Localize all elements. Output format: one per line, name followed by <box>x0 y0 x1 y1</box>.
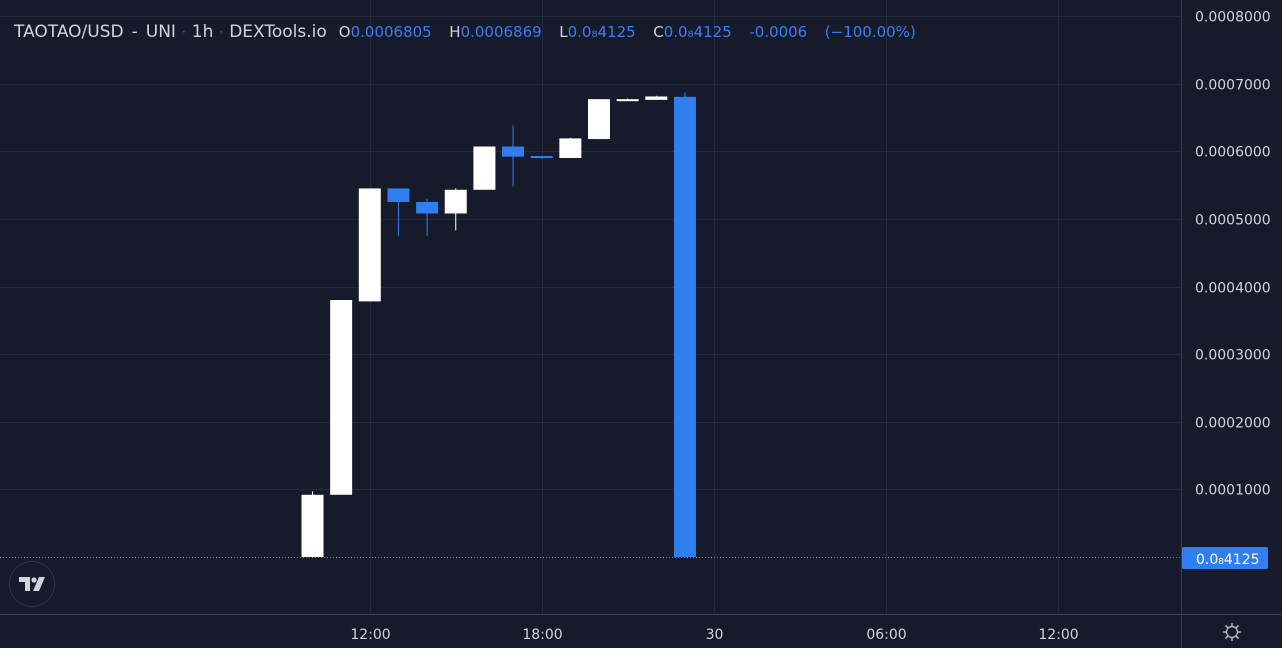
price-tick-label: 0.0004000 <box>1195 281 1271 297</box>
price-tick-label: 0.0003000 <box>1195 348 1271 364</box>
candle-body <box>530 155 553 159</box>
close-value: 0.0₈4125 <box>663 23 732 41</box>
close-key: C <box>653 23 664 41</box>
candle[interactable] <box>416 198 439 236</box>
price-tick-label: 0.0008000 <box>1195 10 1271 26</box>
candle-body <box>645 96 668 100</box>
candle[interactable] <box>645 95 668 100</box>
dash: - <box>131 22 138 42</box>
open-value: 0.0006805 <box>350 23 432 41</box>
price-tick-label: 0.0001000 <box>1195 483 1271 499</box>
interval-label[interactable]: 1h <box>191 22 214 42</box>
candle-body <box>673 96 696 557</box>
candle[interactable] <box>616 98 639 102</box>
candle-body <box>330 300 353 495</box>
high-value: 0.0006869 <box>460 23 542 41</box>
time-tick-label: 12:00 <box>1038 627 1078 643</box>
candle[interactable] <box>301 491 324 557</box>
candle-body <box>358 188 381 302</box>
candle[interactable] <box>673 92 696 557</box>
candle-body <box>502 146 525 157</box>
last-price-badge: 0.0₈4125 <box>1182 547 1268 569</box>
symbol-label[interactable]: TAOTAO/USD <box>14 22 124 42</box>
separator-dot: · <box>219 25 224 39</box>
candle-body <box>616 99 639 102</box>
candle[interactable] <box>473 146 496 190</box>
last-price-label: 0.0₈4125 <box>1196 552 1260 568</box>
high-key: H <box>449 23 461 41</box>
open-key: O <box>338 23 351 41</box>
low-value: 0.0₈4125 <box>567 23 636 41</box>
exchange-label[interactable]: UNI <box>145 22 176 42</box>
candles-group <box>301 92 696 557</box>
candle-body <box>559 138 582 159</box>
price-axis[interactable]: 0.0008000 0.0007000 0.0006000 0.0005000 0.00… <box>1195 10 1271 499</box>
candle[interactable] <box>444 188 467 231</box>
time-axis[interactable]: 12:00 18:00 30 06:00 12:00 <box>350 627 1078 643</box>
gear-icon[interactable] <box>1222 622 1242 642</box>
change-percent: (−100.00%) <box>824 23 916 41</box>
last-price-badge-bg <box>1182 547 1268 569</box>
candle[interactable] <box>358 188 381 302</box>
provider-label: DEXTools.io <box>229 22 327 42</box>
grid-lines <box>0 0 1181 614</box>
time-tick-label: 18:00 <box>522 627 562 643</box>
candle[interactable] <box>588 99 610 140</box>
candle-body <box>387 188 410 202</box>
price-tick-label: 0.0007000 <box>1195 78 1271 94</box>
candle[interactable] <box>530 155 553 159</box>
price-tick-label: 0.0002000 <box>1195 416 1271 432</box>
candle-body <box>588 99 610 140</box>
candle-body <box>444 189 467 214</box>
candle[interactable] <box>387 188 410 236</box>
time-tick-label: 30 <box>706 627 724 643</box>
candle[interactable] <box>559 137 582 159</box>
ohlc-values: O0.0006805 H0.0006869 L0.0₈4125 C0.0₈412… <box>339 23 916 41</box>
price-tick-label: 0.0005000 <box>1195 213 1271 229</box>
candle[interactable] <box>502 125 525 187</box>
low-key: L <box>559 23 568 41</box>
time-tick-label: 12:00 <box>350 627 390 643</box>
candle-body <box>416 201 439 214</box>
price-tick-label: 0.0006000 <box>1195 145 1271 161</box>
tradingview-logo-glyph <box>19 577 45 591</box>
candle-body <box>473 146 496 190</box>
chart-legend: TAOTAO/USD - UNI · 1h · DEXTools.io O0.0… <box>14 22 916 42</box>
time-tick-label: 06:00 <box>866 627 906 643</box>
separator-dot: · <box>181 25 186 39</box>
candle[interactable] <box>330 300 353 495</box>
tradingview-logo-icon[interactable] <box>9 561 55 607</box>
change-value: -0.0006 <box>749 23 808 41</box>
candle-body <box>301 494 324 557</box>
